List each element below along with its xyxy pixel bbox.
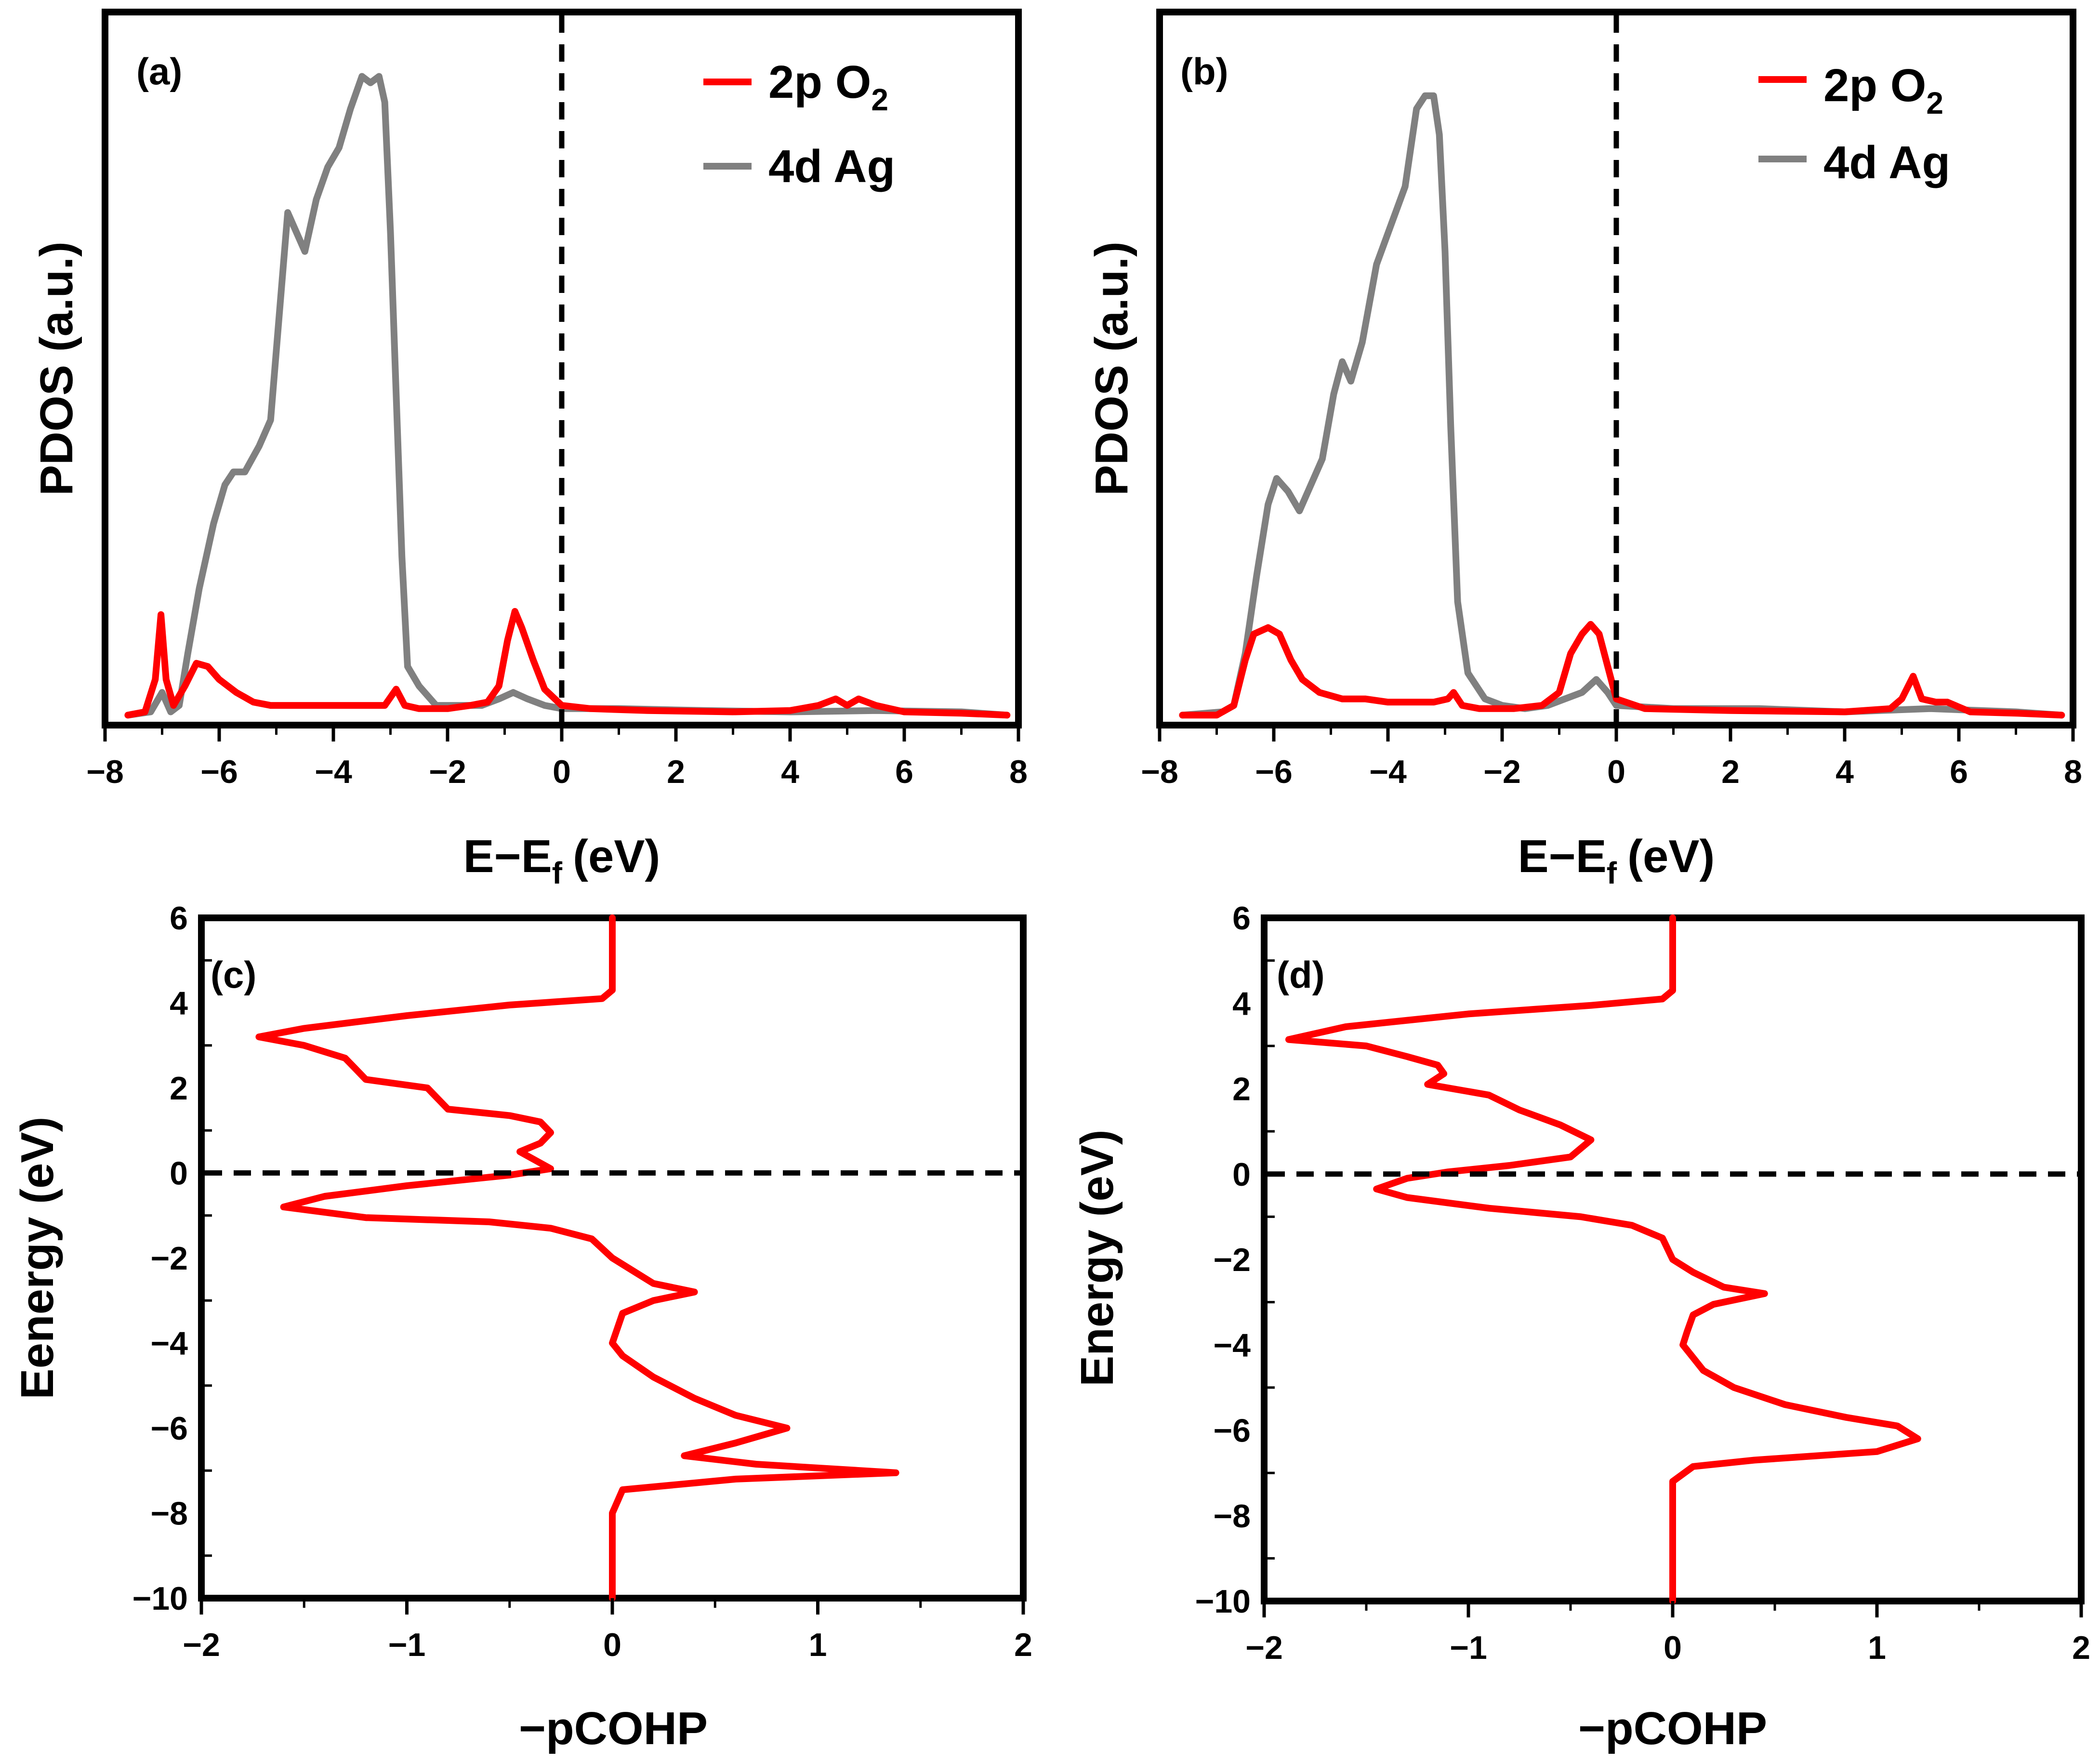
panel-c-y-tick-label: 2 [170, 1070, 188, 1107]
panel-b: −8 −6 −4 −2 0 2 4 6 8 (b) 2p O2 4d Ag PDOS (a.u.… [1086, 9, 2082, 890]
panel-b-x-tick-label: −2 [1483, 754, 1521, 790]
panel-a-series [124, 73, 1011, 719]
panel-d-series [1285, 914, 1921, 1604]
panel-d-y-tick-label: 4 [1232, 985, 1251, 1022]
panel-c-x-tick-label: 1 [809, 1627, 827, 1663]
panel-d-y-tick-label: −4 [1213, 1327, 1251, 1364]
panel-d-x-tick-label: 1 [1868, 1629, 1886, 1666]
panel-a-series-4d-ag [124, 73, 1011, 719]
panel-b-x-tick-label: −8 [1141, 754, 1178, 790]
panel-b-legend-ag: 4d Ag [1823, 137, 1950, 188]
panel-b-x-tick-label: 8 [2064, 754, 2082, 790]
panel-d-y-tick-label: 6 [1232, 900, 1251, 937]
panel-d-y-tick-label: −8 [1213, 1498, 1251, 1535]
panel-a-legend-o2: 2p O2 [768, 56, 888, 117]
panel-a-x-ticks: −8 −6 −4 −2 0 2 4 6 8 [86, 725, 1028, 790]
panel-c-series [255, 914, 899, 1602]
panel-b-legend: 2p O2 4d Ag [1758, 60, 1950, 188]
panel-a-x-tick-label: −6 [200, 754, 238, 790]
panel-c-y-tick-label: −8 [150, 1496, 188, 1532]
panel-b-x-tick-label: 0 [1607, 754, 1625, 790]
panel-a-legend-ag: 4d Ag [768, 141, 895, 192]
panel-d-series-pcohp [1285, 914, 1921, 1604]
panel-b-x-tick-label: 2 [1721, 754, 1740, 790]
panel-a-x-tick-label: 2 [667, 754, 685, 790]
panel-c-y-tick-label: −6 [150, 1410, 188, 1447]
panel-d-y-tick-label: −6 [1213, 1413, 1251, 1449]
panel-d-label: (d) [1277, 953, 1325, 996]
panel-d-x-label: −pCOHP [1578, 1703, 1767, 1754]
panel-a-series-2p-o2 [124, 608, 1011, 719]
panel-c-x-tick-label: 2 [1014, 1627, 1032, 1663]
panel-c-x-tick-label: −1 [388, 1627, 426, 1663]
panel-d-y-tick-label: −10 [1195, 1583, 1251, 1620]
panel-c-y-tick-label: 4 [170, 985, 188, 1022]
panel-b-legend-o2: 2p O2 [1823, 60, 1943, 120]
panel-a-x-tick-label: −8 [86, 754, 124, 790]
panel-a-y-label: PDOS (a.u.) [31, 241, 82, 496]
panel-c-y-tick-label: 0 [170, 1155, 188, 1192]
panel-c-y-tick-label: −4 [150, 1325, 188, 1362]
panel-c-y-label: Eenergy (eV) [12, 1117, 63, 1400]
panel-b-x-tick-label: 6 [1950, 754, 1968, 790]
panel-a-x-tick-label: −4 [315, 754, 352, 790]
panel-c-x-label: −pCOHP [519, 1703, 708, 1754]
panel-b-series-4d-ag [1179, 92, 2065, 719]
panel-c-label: (c) [211, 953, 256, 996]
panel-a-label: (a) [136, 50, 182, 93]
panel-c-x-tick-label: −2 [183, 1627, 220, 1663]
panel-a-x-tick-label: 0 [553, 754, 571, 790]
panel-d-y-label: Energy (eV) [1071, 1129, 1123, 1386]
panel-d-x-tick-label: −2 [1245, 1629, 1283, 1666]
panel-b-series-2p-o2 [1179, 621, 2065, 719]
panel-d-y-tick-label: 2 [1232, 1071, 1251, 1108]
panel-b-x-ticks: −8 −6 −4 −2 0 2 4 6 8 [1141, 725, 2082, 790]
panel-d-y-tick-label: 0 [1232, 1156, 1251, 1193]
panel-b-series [1179, 92, 2065, 719]
panel-b-x-tick-label: −6 [1255, 754, 1293, 790]
panel-a: −8 −6 −4 −2 0 2 4 6 8 (a) 2p O2 4d Ag PDOS (a.u.… [31, 9, 1028, 890]
panel-d-x-tick-label: −1 [1450, 1629, 1487, 1666]
panel-d-x-tick-label: 2 [2072, 1629, 2090, 1666]
panel-b-label: (b) [1180, 50, 1228, 93]
panel-b-y-label: PDOS (a.u.) [1086, 241, 1137, 496]
panel-a-x-tick-label: 6 [895, 754, 913, 790]
panel-a-x-tick-label: 4 [781, 754, 799, 790]
panel-c-y-tick-label: −10 [132, 1580, 188, 1617]
panel-b-x-tick-label: 4 [1836, 754, 1854, 790]
panel-a-x-tick-label: −2 [429, 754, 466, 790]
panel-b-x-tick-label: −4 [1369, 754, 1407, 790]
panel-c-series-pcohp [255, 914, 899, 1602]
panel-d-x-tick-label: 0 [1664, 1629, 1682, 1666]
panel-d-y-tick-label: −2 [1213, 1242, 1251, 1278]
panel-b-x-label: E−Ef (eV) [1518, 831, 1715, 890]
panel-a-x-tick-label: 8 [1009, 754, 1028, 790]
panel-c-x-tick-label: 0 [603, 1627, 621, 1663]
panel-c-y-tick-label: −2 [150, 1240, 188, 1277]
panel-c-y-tick-label: 6 [170, 900, 188, 937]
panel-a-x-label: E−Ef (eV) [463, 831, 660, 890]
panel-a-legend: 2p O2 4d Ag [703, 56, 895, 192]
